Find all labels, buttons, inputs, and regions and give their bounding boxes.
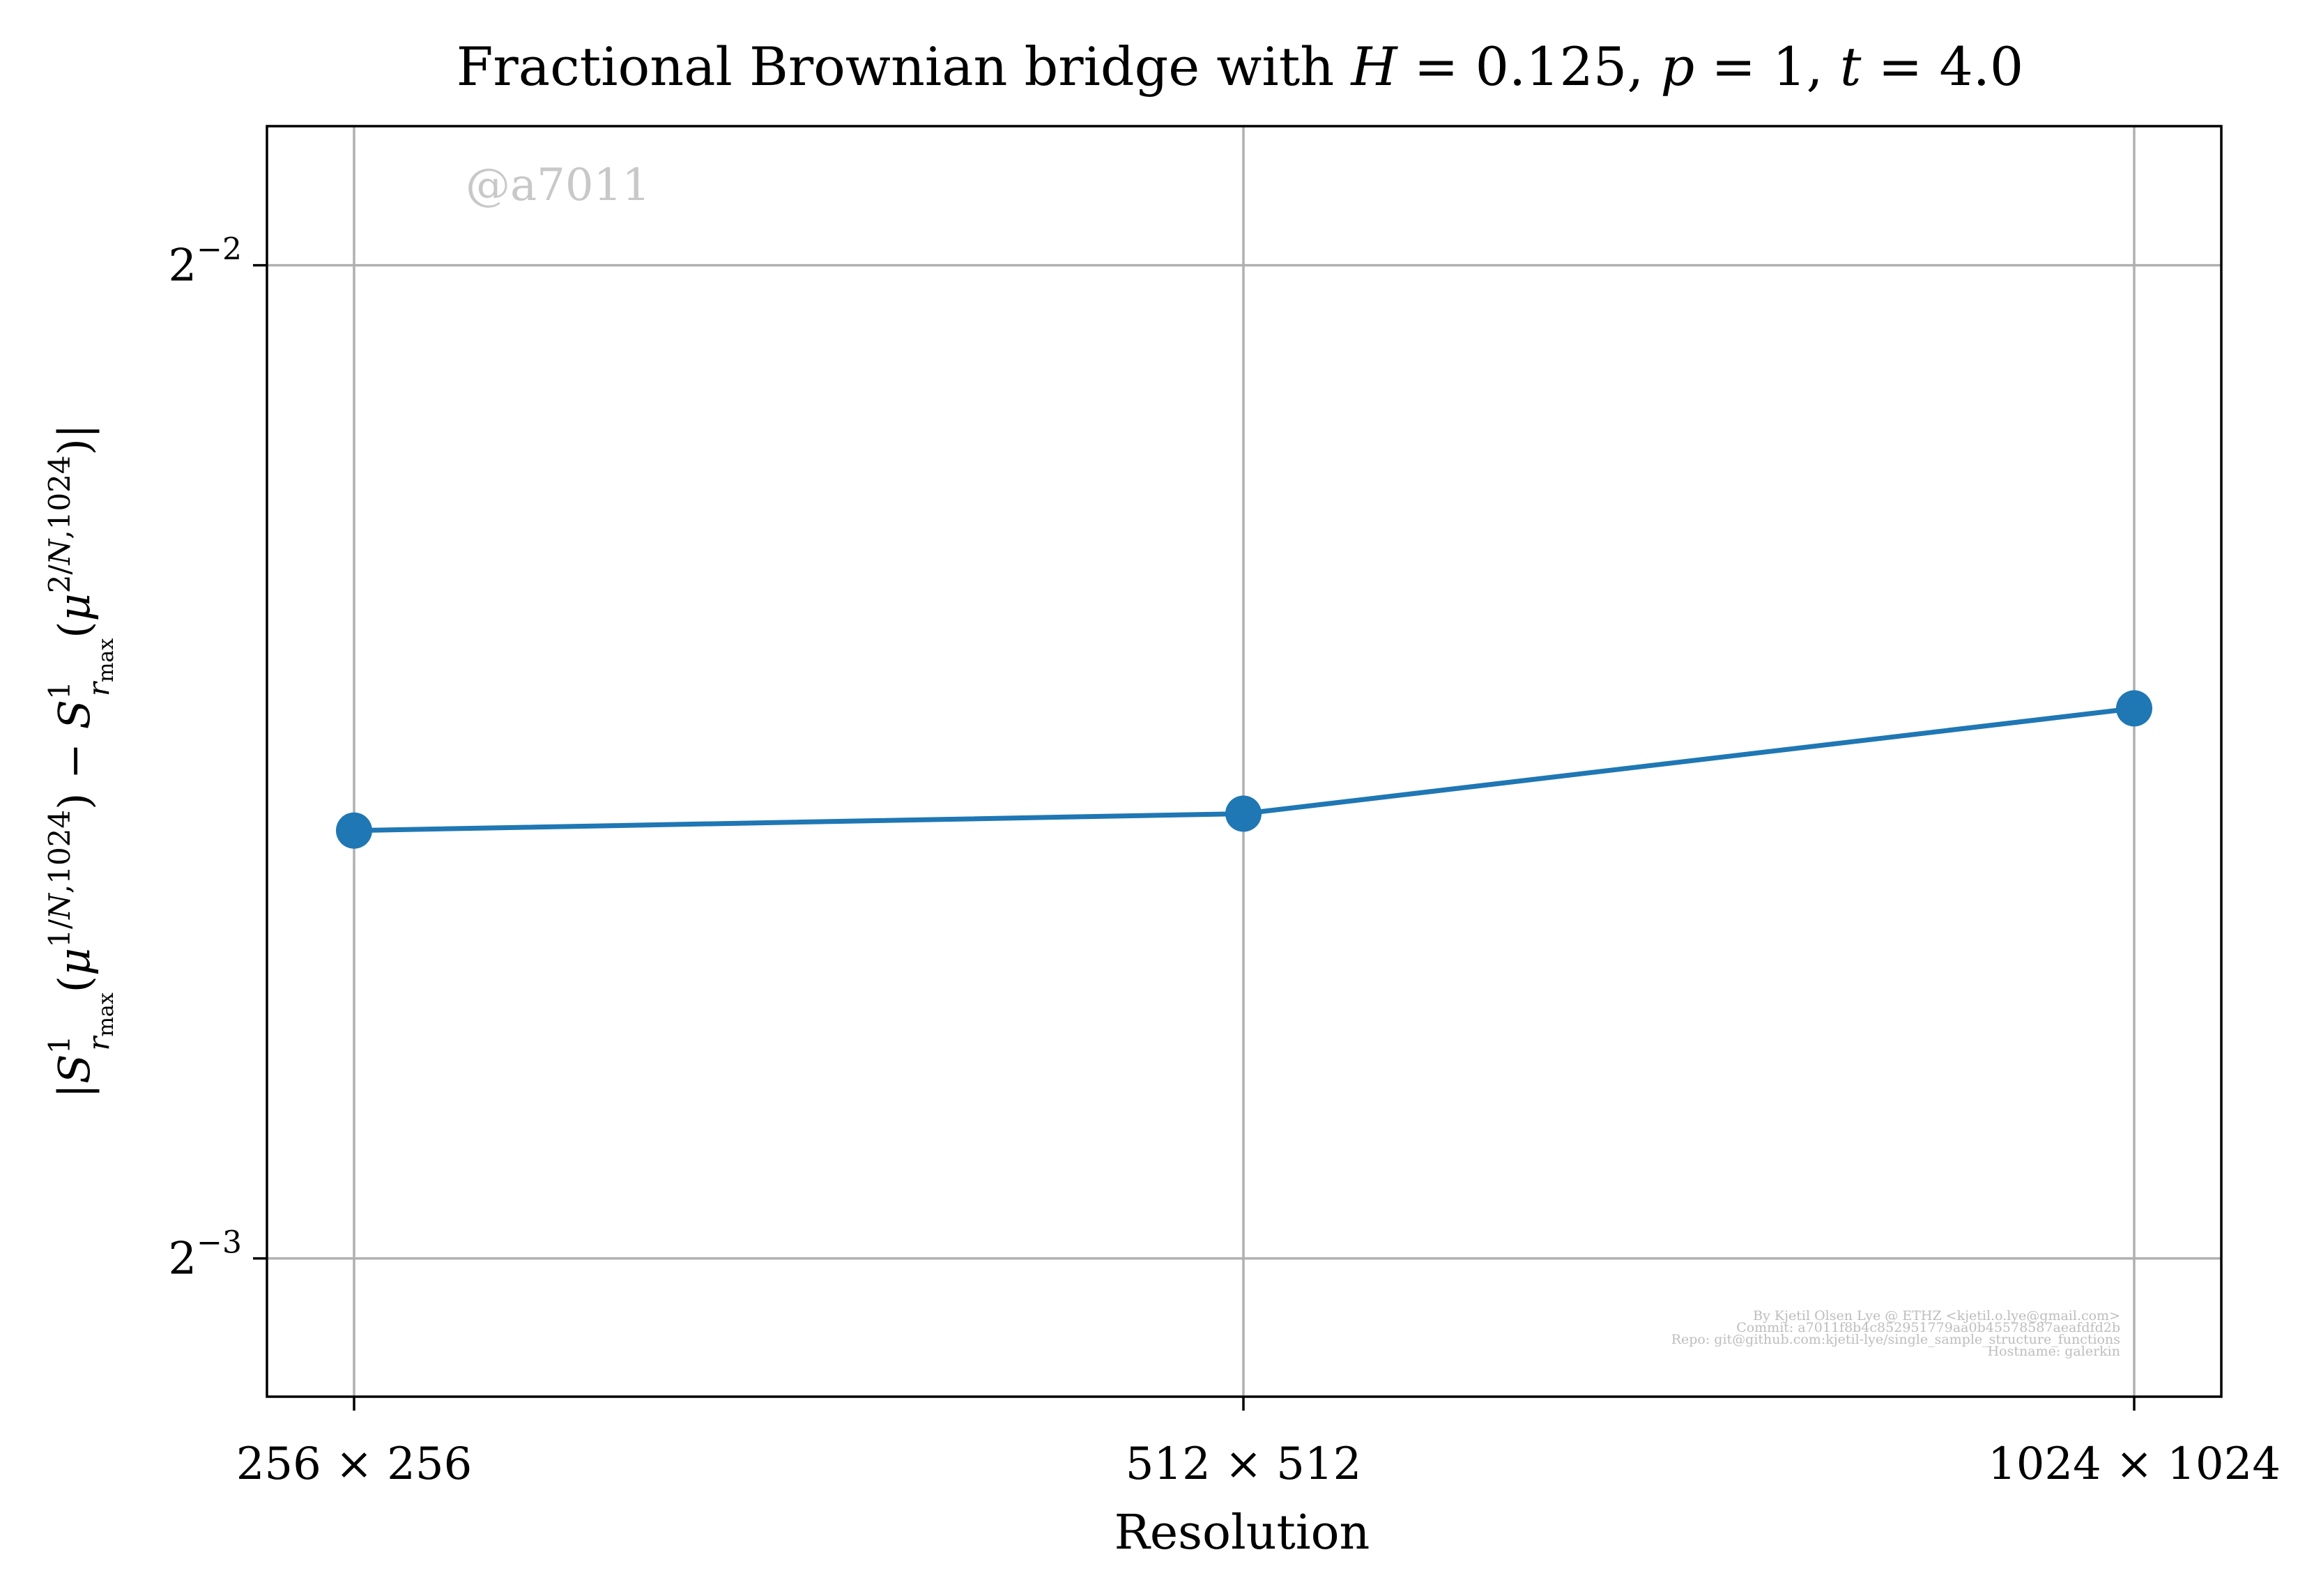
y-axis-label-group: |S1 rmax(μ1/N,1024) − S1 rmax(μ2/N,1024)| xyxy=(43,424,118,1098)
data-series xyxy=(336,690,2152,849)
x-axis-label: Resolution xyxy=(1114,1505,1370,1560)
axis-ticks: 256 × 256 512 × 512 1024 × 1024 2−2 2−3 xyxy=(168,232,2281,1490)
footer-line: Repo: git@github.com:kjetil-lye/single_s… xyxy=(1671,1332,2120,1347)
data-point xyxy=(1225,795,1262,832)
data-point xyxy=(336,812,372,849)
y-tick-label: 2−2 xyxy=(168,232,242,292)
data-point xyxy=(2116,690,2152,727)
x-tick-label: 256 × 256 xyxy=(236,1438,473,1490)
x-tick-label: 1024 × 1024 xyxy=(1988,1438,2281,1490)
footer-line: Hostname: galerkin xyxy=(1988,1344,2120,1359)
watermark: @a7011 xyxy=(466,160,650,211)
y-tick-label: 2−3 xyxy=(168,1225,242,1285)
y-axis-label: |S1 rmax(μ1/N,1024) − S1 rmax(μ2/N,1024)| xyxy=(43,424,118,1098)
grid-lines xyxy=(267,126,2221,1397)
provenance-footer: By Kjetil Olsen Lye @ ETHZ <kjetil.o.lye… xyxy=(1671,1308,2120,1359)
footer-line: By Kjetil Olsen Lye @ ETHZ <kjetil.o.lye… xyxy=(1753,1308,2120,1323)
footer-line: Commit: a7011f8b4c852951779aa0b45578587a… xyxy=(1736,1320,2120,1335)
x-tick-label: 512 × 512 xyxy=(1126,1438,1362,1490)
chart-title: Fractional Brownian bridge with H = 0.12… xyxy=(457,36,2024,98)
